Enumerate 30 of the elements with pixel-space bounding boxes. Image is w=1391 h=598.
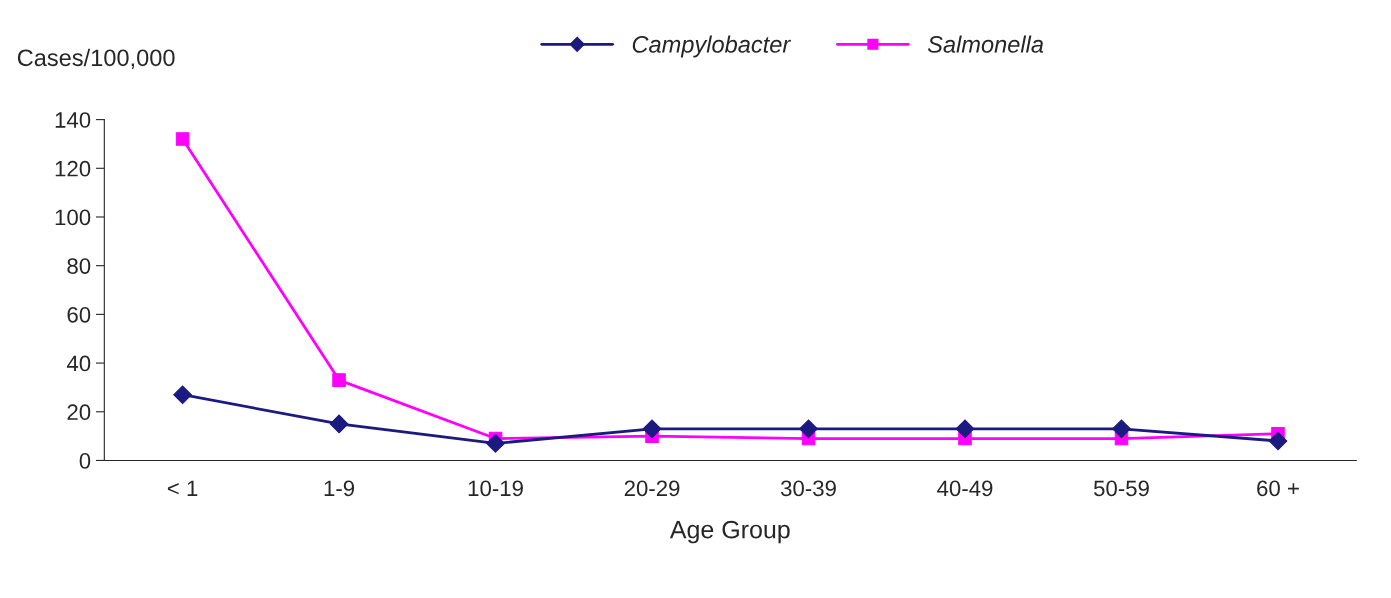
y-tick-label: 120 xyxy=(55,160,91,177)
point xyxy=(332,373,346,387)
point xyxy=(1268,431,1288,451)
point xyxy=(173,385,192,405)
legend-label: Salmonella xyxy=(927,35,1044,53)
y-tick-label: 80 xyxy=(67,258,91,274)
point xyxy=(799,419,818,439)
y-tick-label: 140 xyxy=(55,112,91,128)
y-axis-title: Cases/100,000 xyxy=(17,48,175,69)
y-tick-label: 40 xyxy=(66,355,91,372)
y-tick-label: 0 xyxy=(79,452,91,469)
x-tick-label: 10-19 xyxy=(468,480,523,497)
x-tick-label: 40-49 xyxy=(937,480,993,497)
x-tick-label: < 1 xyxy=(167,480,198,497)
point xyxy=(329,414,349,434)
x-tick-label: 50-59 xyxy=(1093,480,1149,497)
point xyxy=(175,132,190,146)
point xyxy=(1112,419,1131,439)
legend-label: Campylobacter xyxy=(632,35,792,58)
y-tick-label: 20 xyxy=(67,404,91,421)
x-axis-title: Age Group xyxy=(669,520,790,544)
x-tick-label: 20-29 xyxy=(624,480,680,497)
x-tick-label: 30-39 xyxy=(780,480,836,497)
x-tick-label: 60 + xyxy=(1257,480,1299,497)
x-tick-label: 1-9 xyxy=(324,480,355,497)
point xyxy=(955,419,975,439)
point xyxy=(642,419,662,439)
point xyxy=(486,434,505,453)
y-tick-label: 100 xyxy=(55,209,91,226)
y-tick-label: 60 xyxy=(67,306,91,323)
